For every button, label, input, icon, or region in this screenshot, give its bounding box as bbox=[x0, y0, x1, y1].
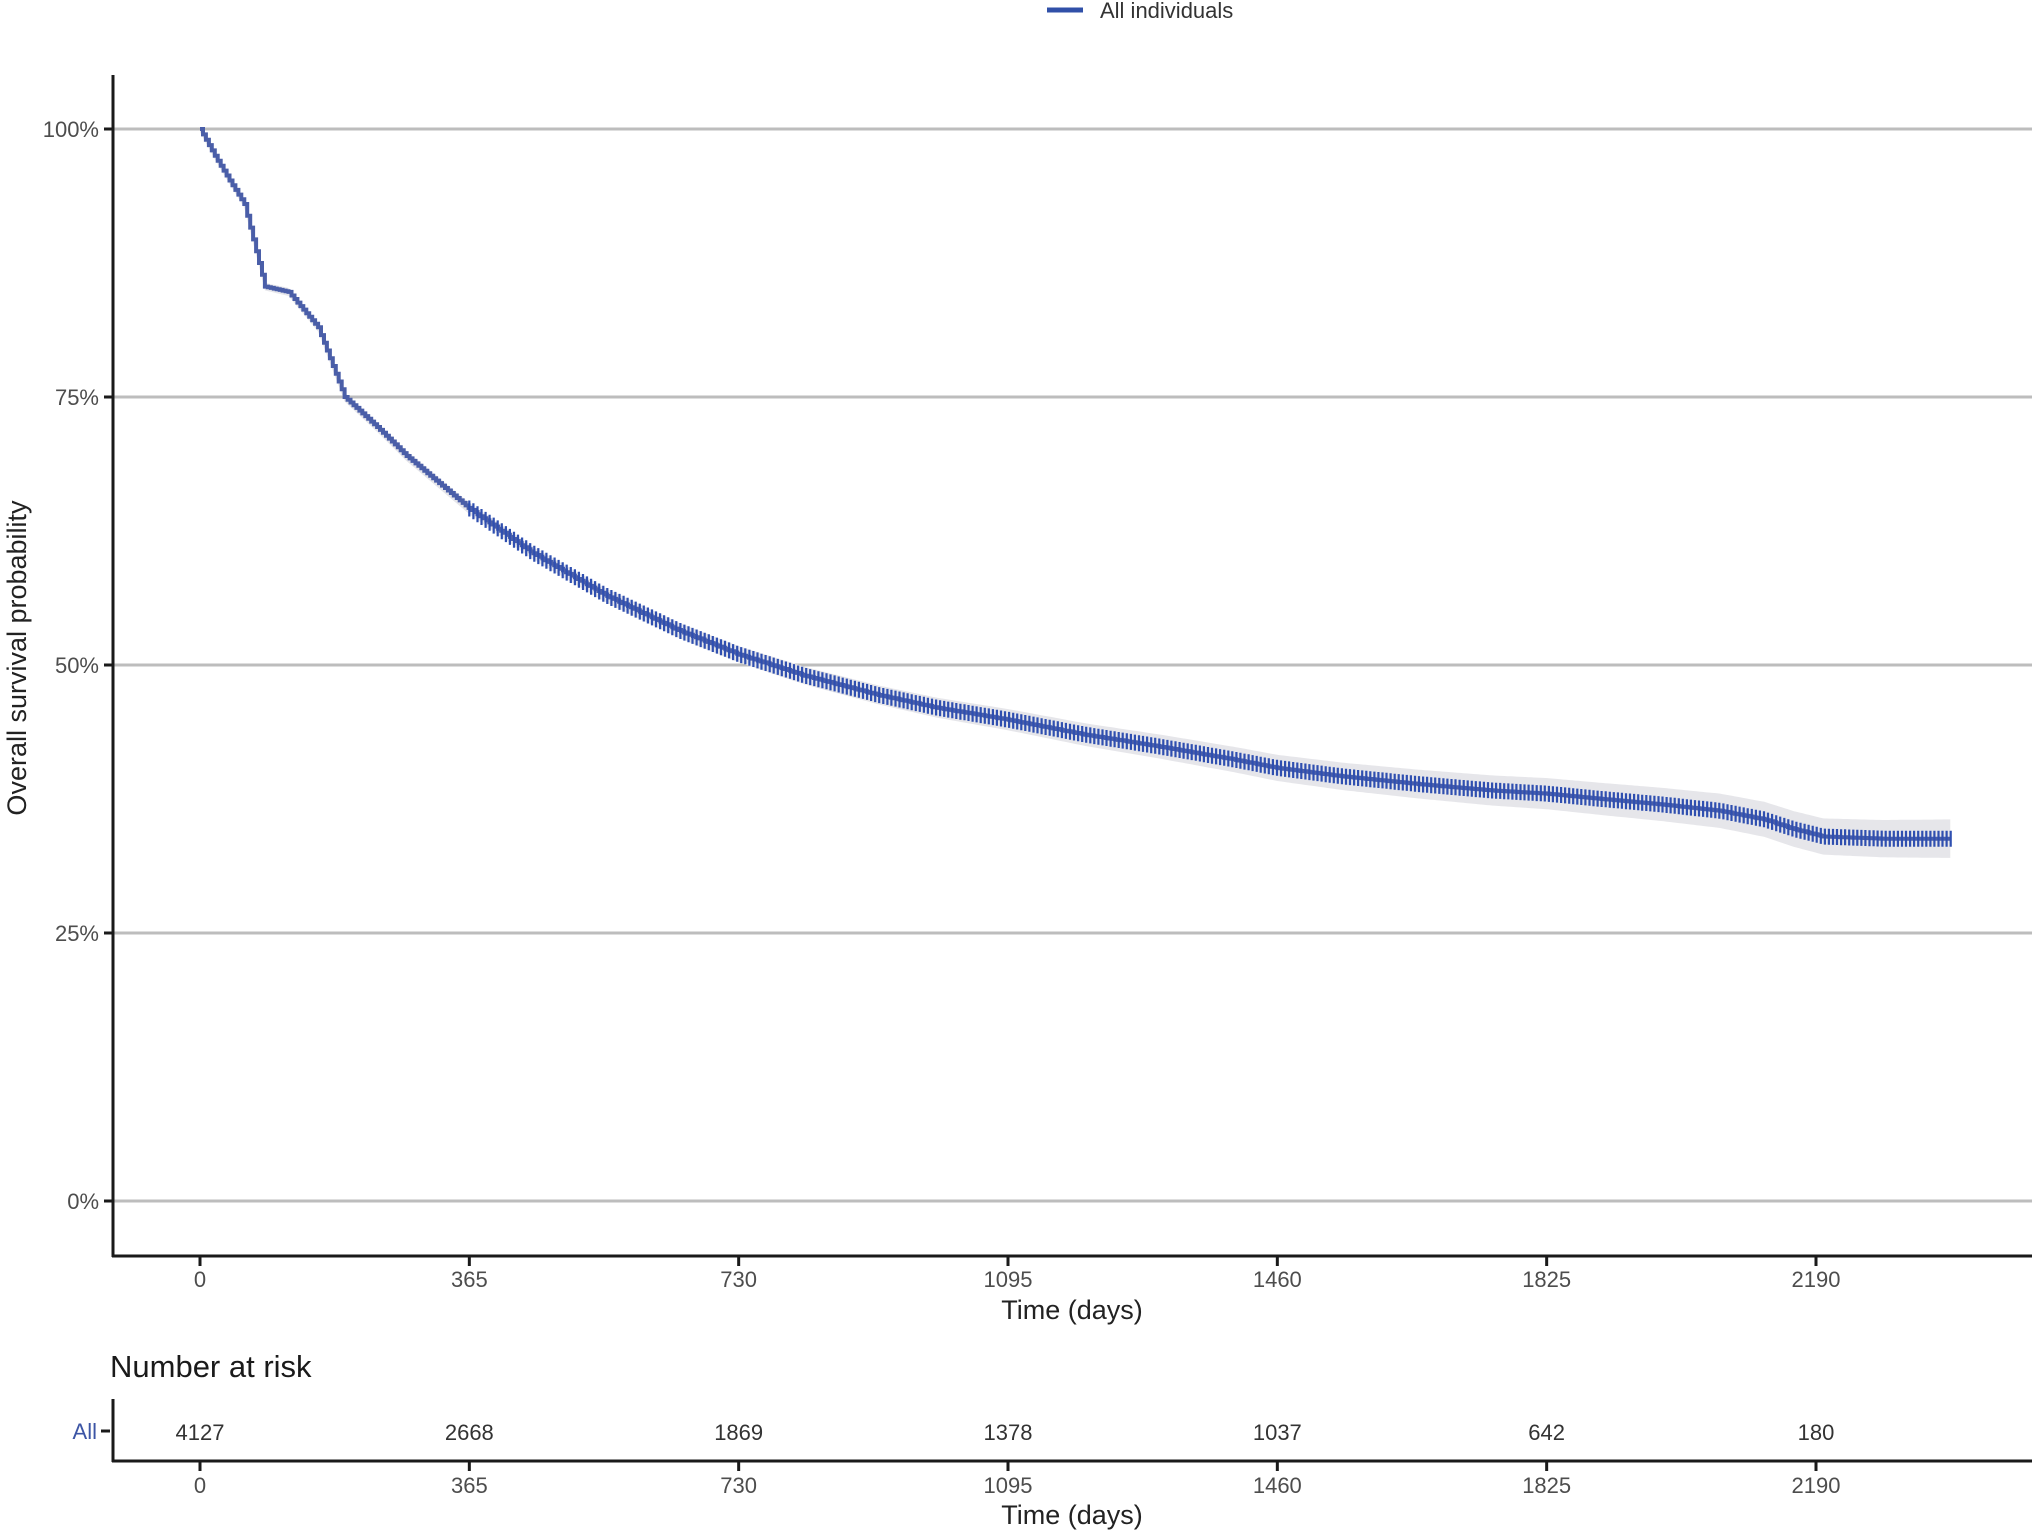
x-axis-title: Time (days) bbox=[1001, 1295, 1143, 1325]
y-axis-ticks: 0% 25% 50% 75% 100% bbox=[43, 117, 113, 1214]
x-tick-label: 1460 bbox=[1253, 1267, 1302, 1292]
censor-marks bbox=[468, 500, 1952, 847]
risk-value: 4127 bbox=[176, 1420, 225, 1445]
risk-x-axis-title: Time (days) bbox=[1001, 1500, 1143, 1530]
risk-x-tick-label: 0 bbox=[194, 1473, 206, 1498]
censor-tick-marks bbox=[468, 500, 1952, 847]
risk-value: 1378 bbox=[984, 1420, 1033, 1445]
y-tick-label: 100% bbox=[43, 117, 99, 142]
x-tick-label: 730 bbox=[720, 1267, 757, 1292]
ci-band bbox=[200, 129, 1951, 858]
risk-x-tick-label: 1095 bbox=[984, 1473, 1033, 1498]
gridlines bbox=[114, 127, 2032, 1203]
x-tick-label: 0 bbox=[194, 1267, 206, 1292]
risk-value: 180 bbox=[1798, 1420, 1835, 1445]
risk-x-tick-label: 1460 bbox=[1253, 1473, 1302, 1498]
risk-value: 1869 bbox=[714, 1420, 763, 1445]
survival-line bbox=[200, 127, 1951, 841]
risk-values: 4127 2668 1869 1378 1037 642 180 bbox=[176, 1420, 1835, 1445]
legend-label: All individuals bbox=[1100, 0, 1233, 23]
risk-value: 1037 bbox=[1253, 1420, 1302, 1445]
y-tick-label: 0% bbox=[67, 1189, 99, 1214]
x-tick-label: 365 bbox=[451, 1267, 488, 1292]
confidence-band bbox=[200, 129, 1951, 858]
risk-value: 642 bbox=[1528, 1420, 1565, 1445]
risk-x-tick-label: 730 bbox=[720, 1473, 757, 1498]
x-axis-ticks: 0 365 730 1095 1460 1825 2190 bbox=[194, 1257, 1841, 1292]
risk-table-title: Number at risk bbox=[110, 1349, 312, 1384]
x-tick-label: 2190 bbox=[1792, 1267, 1841, 1292]
y-tick-label: 25% bbox=[55, 921, 99, 946]
risk-x-tick-label: 365 bbox=[451, 1473, 488, 1498]
x-tick-label: 1095 bbox=[984, 1267, 1033, 1292]
y-tick-label: 75% bbox=[55, 385, 99, 410]
risk-x-tick-label: 1825 bbox=[1522, 1473, 1571, 1498]
risk-strata-label: All bbox=[73, 1419, 97, 1444]
survival-curve bbox=[200, 127, 1951, 841]
legend: All individuals bbox=[1047, 0, 1233, 23]
risk-x-tick-label: 2190 bbox=[1792, 1473, 1841, 1498]
x-tick-label: 1825 bbox=[1522, 1267, 1571, 1292]
y-axis-title: Overall survival probability bbox=[2, 500, 32, 816]
risk-table: Number at risk All 4127 2668 1869 1378 1037 6… bbox=[73, 1349, 2032, 1530]
y-tick-label: 50% bbox=[55, 653, 99, 678]
risk-value: 2668 bbox=[445, 1420, 494, 1445]
risk-x-axis-ticks: 0 365 730 1095 1460 1825 2190 bbox=[194, 1462, 1841, 1498]
